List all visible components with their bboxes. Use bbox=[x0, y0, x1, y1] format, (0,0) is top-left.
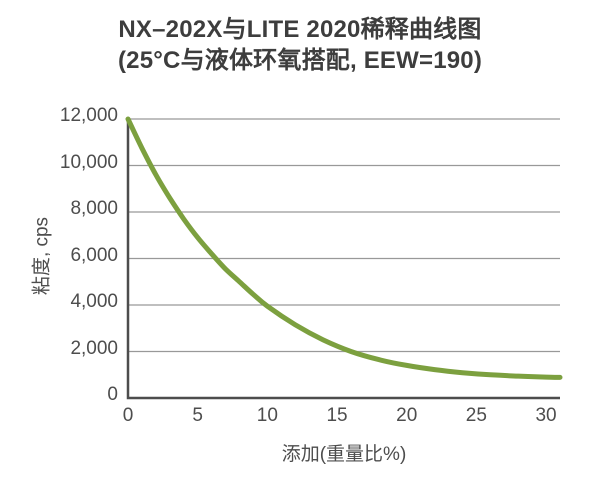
y-tick-label: 2,000 bbox=[70, 337, 118, 359]
y-tick-label: 4,000 bbox=[70, 291, 118, 312]
axis-lines bbox=[126, 119, 560, 400]
x-tick-label: 20 bbox=[396, 405, 418, 426]
x-tick-label: 0 bbox=[122, 405, 134, 426]
x-tick-label: 25 bbox=[465, 405, 487, 426]
x-tick-label: 5 bbox=[192, 405, 203, 426]
x-tick-label: 15 bbox=[326, 405, 348, 426]
x-axis-title: 添加(重量比%) bbox=[281, 444, 407, 465]
y-tick-label: 0 bbox=[107, 384, 118, 405]
y-tick-label: 10,000 bbox=[59, 151, 118, 173]
y-tick-label: 6,000 bbox=[70, 244, 118, 266]
dilution-curve bbox=[125, 116, 563, 380]
x-tick-label: 30 bbox=[535, 405, 557, 426]
y-tick-label: 12,000 bbox=[59, 105, 118, 126]
chart-title: NX–202X与LITE 2020稀释曲线图 bbox=[118, 16, 482, 43]
chart-title-block: NX–202X与LITE 2020稀释曲线图 (25°C与液体环氧搭配, EEW… bbox=[0, 14, 600, 76]
chart-subtitle: (25°C与液体环氧搭配, EEW=190) bbox=[117, 47, 483, 74]
y-tick-label: 8,000 bbox=[70, 198, 118, 219]
x-tick-label: 10 bbox=[256, 405, 278, 426]
y-axis-title: 粘度, cps bbox=[31, 216, 53, 296]
